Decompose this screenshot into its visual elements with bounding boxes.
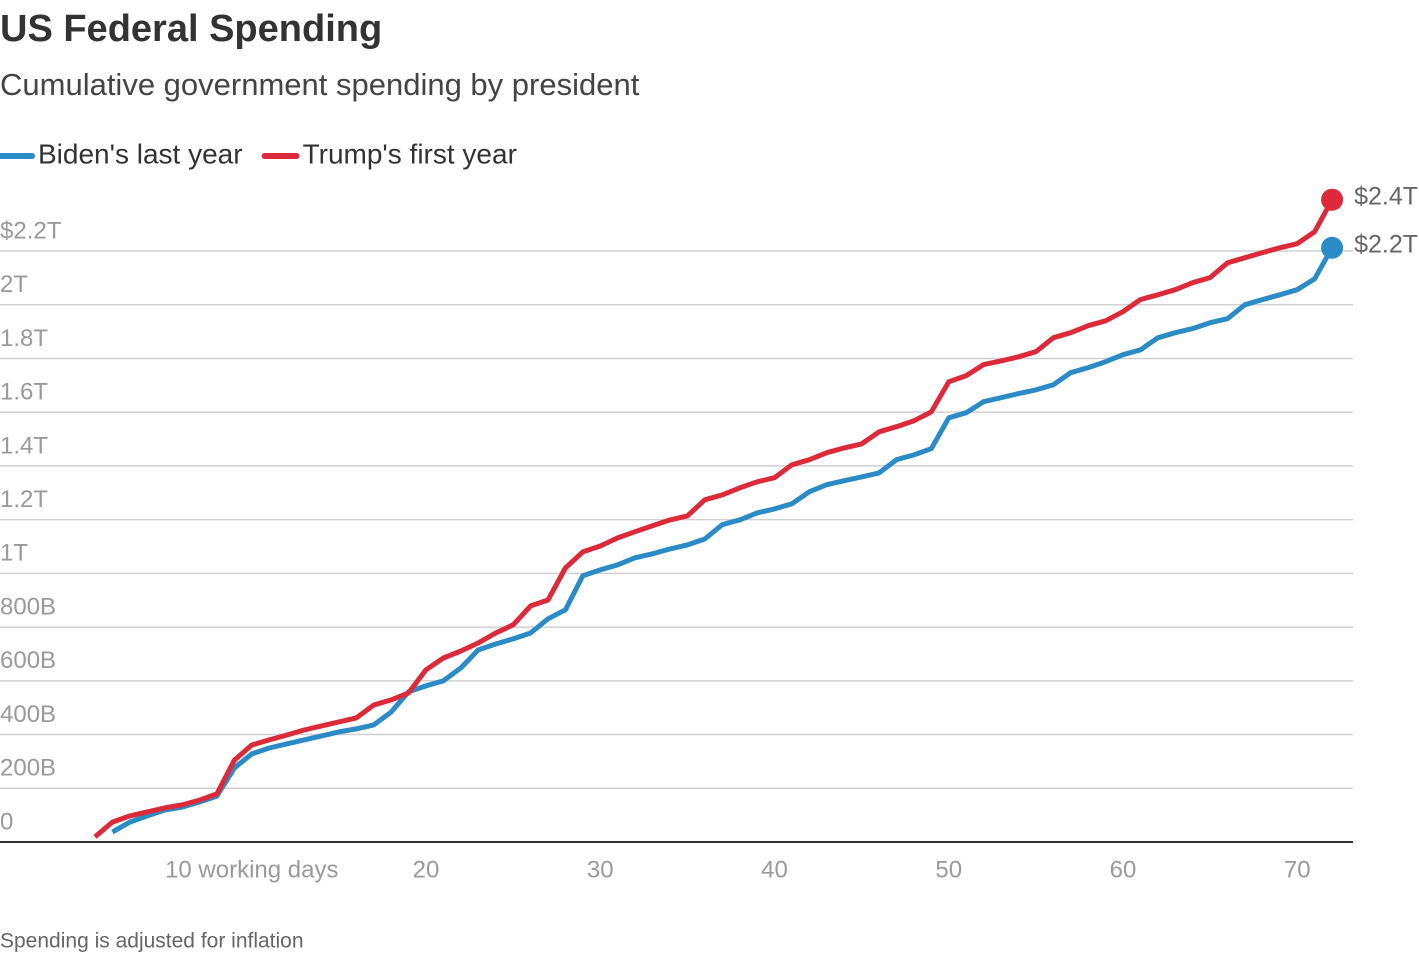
x-tick-label: 30 — [587, 856, 614, 883]
x-tick-label: 70 — [1284, 856, 1311, 883]
legend-label: Trump's first year — [303, 138, 517, 169]
y-tick-label: 1.6T — [0, 379, 48, 406]
y-tick-label: 400B — [0, 701, 56, 728]
x-tick-label: 50 — [935, 856, 962, 883]
x-tick-label: 60 — [1110, 856, 1137, 883]
x-tick-label: 40 — [761, 856, 788, 883]
y-tick-label: 2T — [0, 271, 28, 298]
end-label: $2.4T — [1354, 182, 1418, 210]
y-tick-label: 1.2T — [0, 486, 48, 513]
y-tick-label: 0 — [0, 808, 13, 835]
y-tick-label: 800B — [0, 593, 56, 620]
series-line — [93, 198, 1335, 839]
y-tick-label: 600B — [0, 647, 56, 674]
x-tick-label: 10 working days — [165, 856, 338, 883]
chart-subtitle: Cumulative government spending by presid… — [0, 67, 640, 102]
series-line — [111, 246, 1335, 835]
y-tick-label: 200B — [0, 755, 56, 782]
chart-title: US Federal Spending — [0, 8, 382, 50]
end-point — [1321, 236, 1344, 259]
legend-label: Biden's last year — [38, 138, 243, 169]
y-tick-label: 1T — [0, 540, 28, 567]
y-tick-label: $2.2T — [0, 217, 62, 244]
end-label: $2.2T — [1354, 230, 1418, 258]
footnote: Spending is adjusted for inflation — [0, 930, 304, 953]
y-tick-label: 1.4T — [0, 432, 48, 459]
y-tick-label: 1.8T — [0, 325, 48, 352]
end-point — [1321, 188, 1344, 211]
x-tick-label: 20 — [413, 856, 440, 883]
